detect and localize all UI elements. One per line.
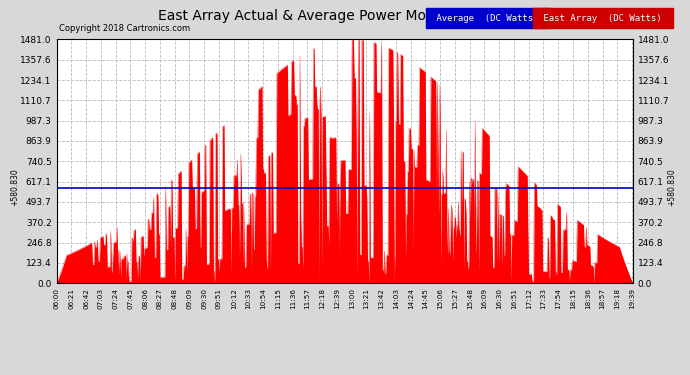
Text: +580.830: +580.830 <box>667 169 676 206</box>
Text: Average  (DC Watts): Average (DC Watts) <box>431 14 544 23</box>
Text: Copyright 2018 Cartronics.com: Copyright 2018 Cartronics.com <box>59 24 190 33</box>
Text: East Array  (DC Watts): East Array (DC Watts) <box>538 14 667 23</box>
Text: +580.830: +580.830 <box>10 169 19 206</box>
Text: East Array Actual & Average Power Mon Aug 13 19:52: East Array Actual & Average Power Mon Au… <box>158 9 532 23</box>
